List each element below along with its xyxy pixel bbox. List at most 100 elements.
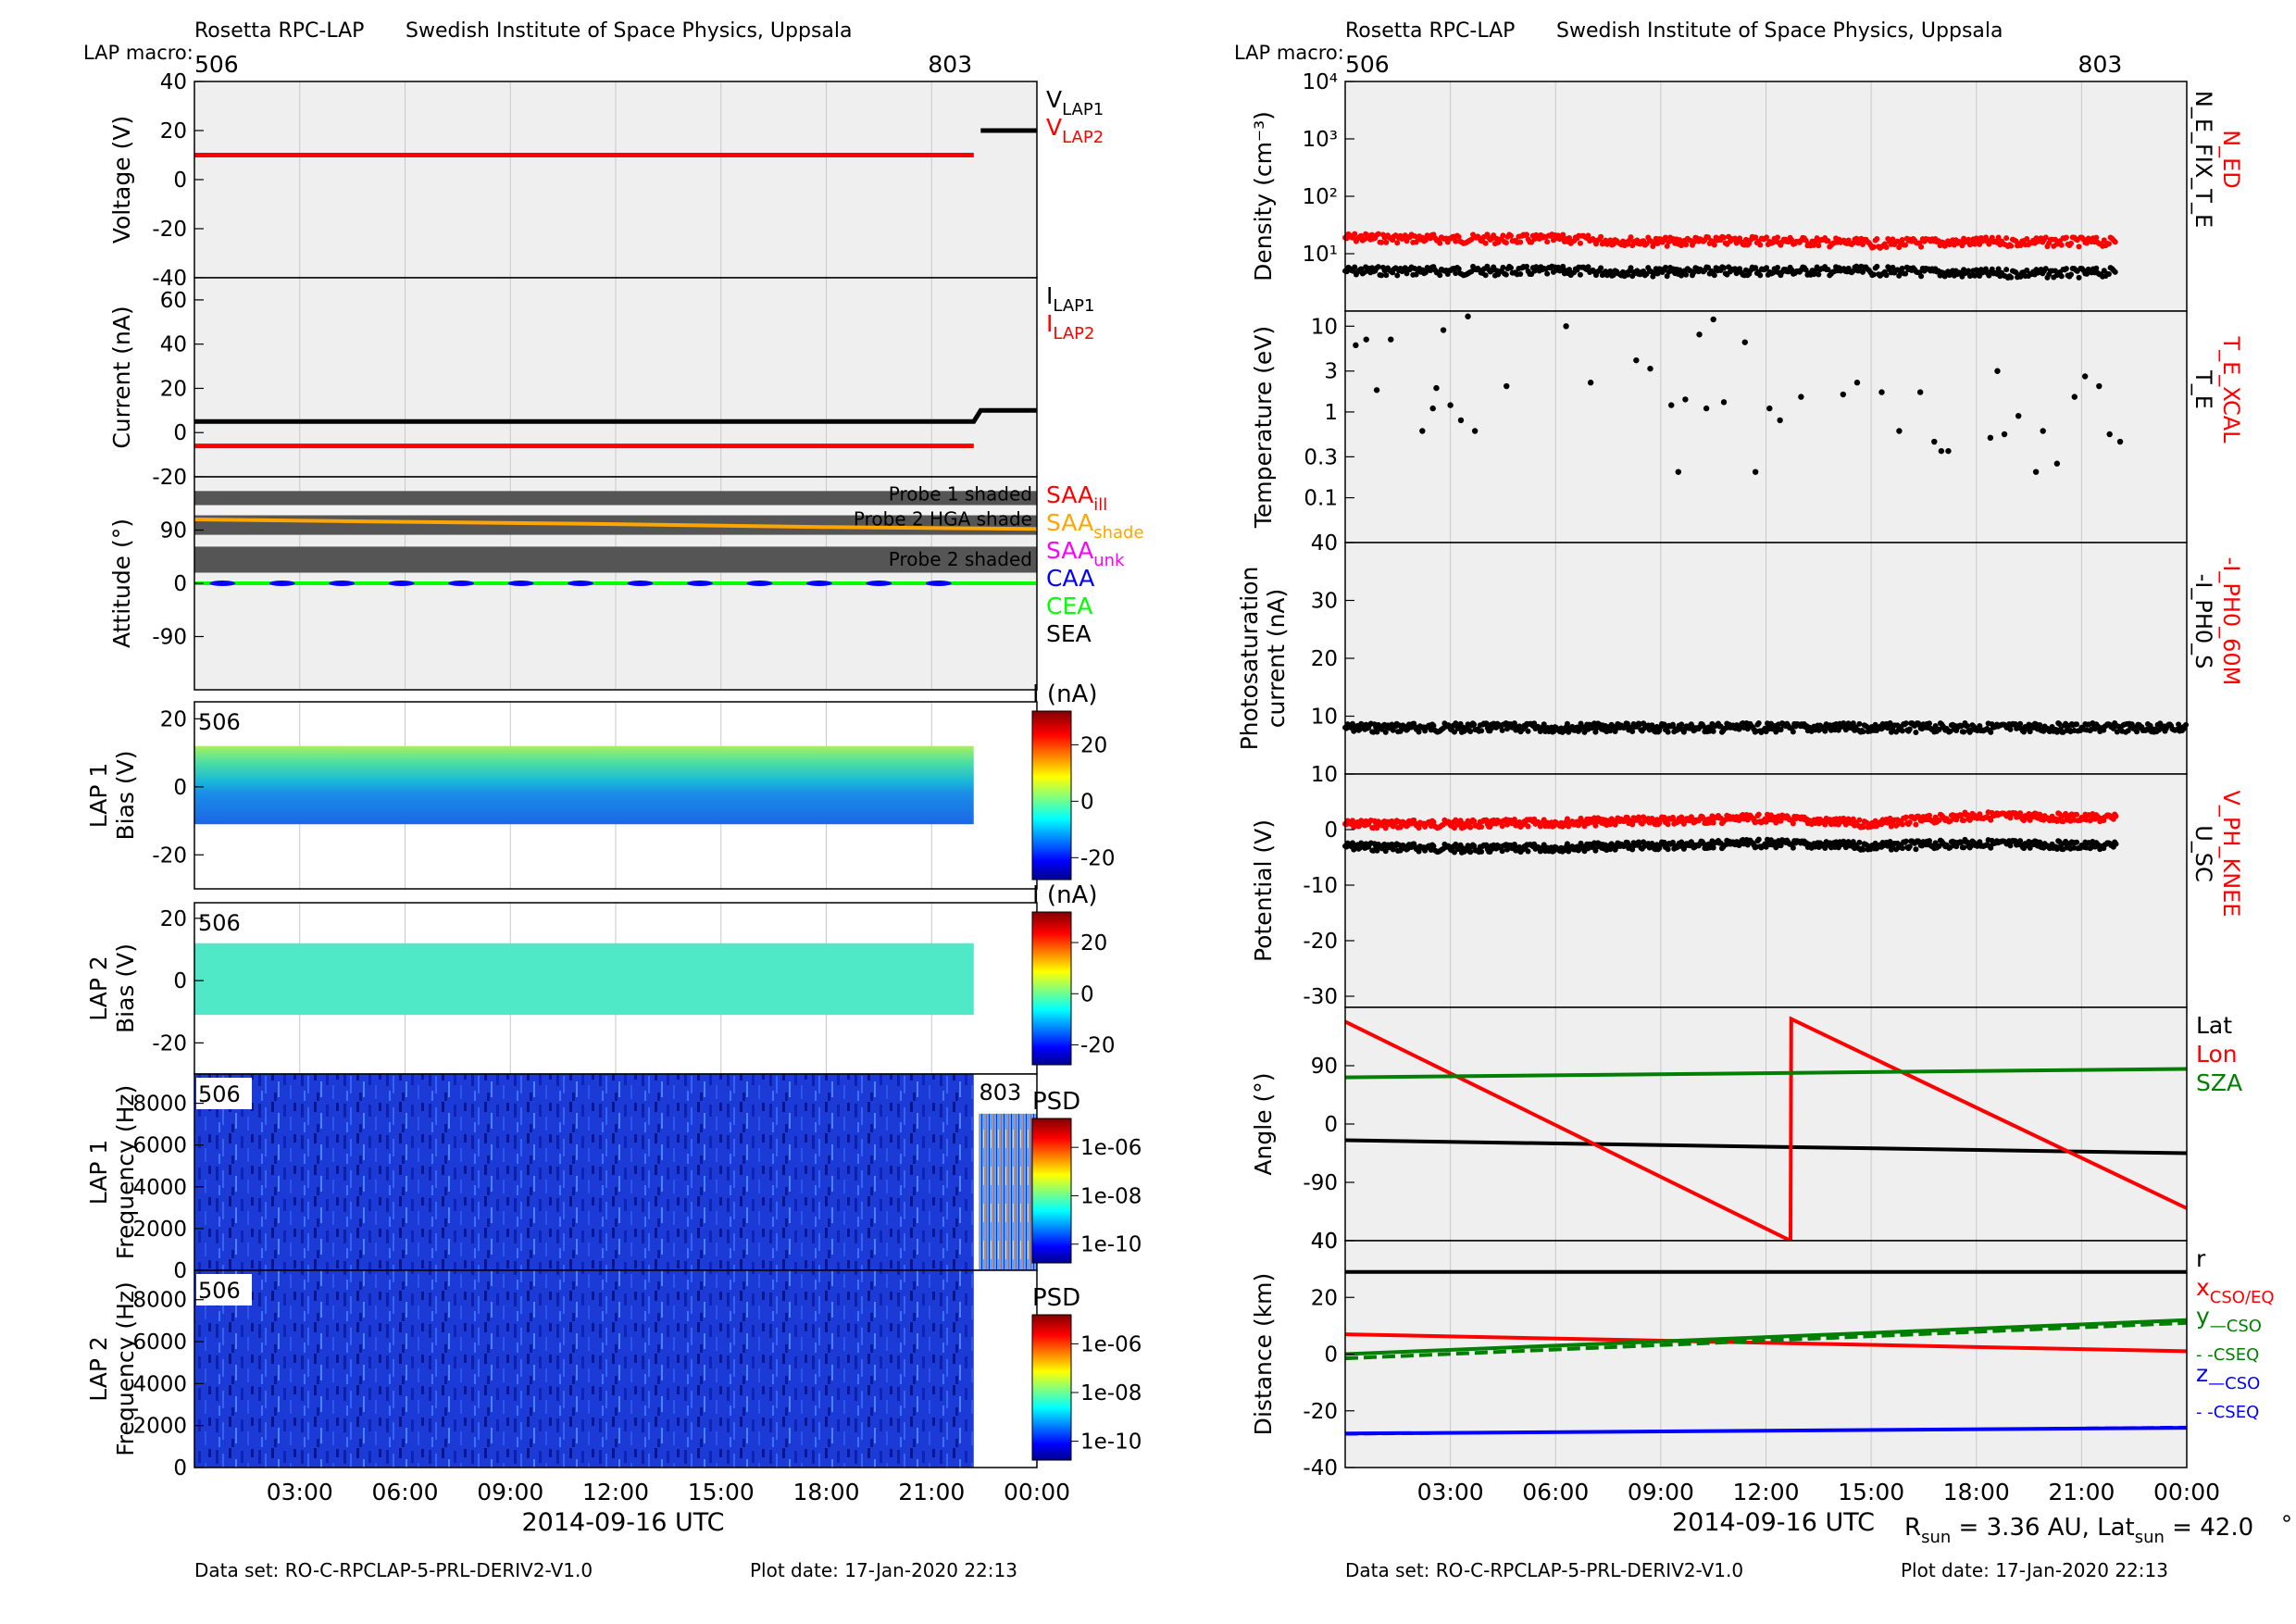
scatter-point	[1503, 240, 1509, 246]
scatter-point	[1363, 336, 1369, 343]
y-tick-label: 40	[1311, 531, 1338, 556]
scatter-point	[1899, 265, 1905, 271]
scatter-point	[1544, 239, 1551, 245]
scatter-point	[2003, 235, 2010, 242]
scatter-point	[1654, 270, 1661, 277]
annotation-probe1-shaded: Probe 1 shaded	[889, 483, 1032, 506]
footer-plotdate: Plot date: 17-Jan-2020 22:13	[750, 1559, 1017, 1581]
scatter-point	[1899, 845, 1905, 852]
y-tick-label: 90	[160, 519, 187, 543]
scatter-point	[1517, 239, 1524, 245]
scatter-point	[1483, 720, 1490, 727]
legend-label-vertical: -I_PH0_60M	[2218, 557, 2244, 686]
scatter-point	[1790, 820, 1796, 827]
scatter-point	[1860, 729, 1866, 735]
y-tick-label: -20	[152, 466, 187, 490]
scatter-point	[1433, 384, 1440, 392]
scatter-point	[1577, 240, 1583, 246]
annotation-probe2-hga: Probe 2 HGA shade	[854, 507, 1032, 530]
scatter-point	[1840, 391, 1847, 398]
scatter-point	[2021, 729, 2028, 735]
scatter-point	[1678, 839, 1685, 845]
attitude-panel-frame	[193, 476, 1038, 691]
scatter-point	[1353, 342, 1359, 349]
scatter-point	[1913, 846, 1919, 853]
x-tick-label: 00:00	[2153, 1479, 2220, 1505]
scatter-point	[1507, 265, 1514, 271]
scatter-point	[1705, 264, 1712, 270]
macro-label-box	[196, 706, 252, 737]
x-tick-label: 00:00	[1004, 1479, 1070, 1505]
scatter-point	[1903, 242, 1909, 248]
scatter-point	[1382, 848, 1389, 855]
scatter-point	[2063, 266, 2069, 272]
y-tick-label: 0	[1324, 818, 1338, 843]
x-tick-label: 12:00	[1732, 1479, 1799, 1505]
y-tick-label: 0	[173, 169, 187, 193]
scatter-point	[2112, 239, 2118, 245]
scatter-point	[1711, 272, 1717, 279]
footer-dataset: Data set: RO-C-RPCLAP-5-PRL-DERIV2-V1.0	[194, 1559, 593, 1581]
scatter-point	[1430, 722, 1437, 729]
y-axis-label: Attitude (°)	[108, 518, 135, 648]
legend-entry: - -CSEQ	[2196, 1345, 2259, 1365]
scatter-point	[1710, 819, 1716, 826]
scatter-point	[1598, 265, 1604, 271]
scatter-point	[1691, 269, 1697, 276]
macro-start-label: 506	[1345, 51, 1390, 78]
y-tick-label: 40	[1311, 1230, 1338, 1254]
series-line	[1344, 1138, 2188, 1156]
scatter-point	[1479, 848, 1485, 855]
scatter-point	[2053, 460, 2061, 467]
scatter-point	[1878, 389, 1885, 395]
scatter-point	[1382, 729, 1389, 735]
scatter-point	[1499, 848, 1505, 855]
caa-wiggle	[448, 581, 475, 586]
y-tick-label: 0	[173, 969, 187, 993]
scatter-point	[1440, 327, 1447, 333]
bias-sweep-image	[194, 745, 974, 825]
light-band	[194, 505, 1037, 516]
scatter-point	[1416, 729, 1422, 735]
macro-start-label: 506	[194, 51, 239, 78]
scatter-point	[1419, 428, 1426, 434]
y-tick-label: 0	[173, 1259, 187, 1283]
macro-label: 506	[198, 910, 241, 936]
y-tick-label: 2000	[132, 1415, 187, 1439]
legend-label-vertical: U_SC	[2190, 825, 2216, 882]
scatter-point	[1995, 266, 2002, 272]
scatter-point	[1753, 265, 1759, 271]
scatter-point	[1668, 402, 1675, 408]
scatter-point	[1965, 236, 1972, 243]
scatter-point	[2053, 729, 2060, 735]
macro-end-label: 803	[928, 51, 972, 78]
scatter-point	[1544, 270, 1551, 277]
scatter-point	[2001, 431, 2008, 438]
legend-entry: VLAP1	[1046, 86, 1104, 119]
scatter-point	[1437, 272, 1443, 279]
x-tick-label: 21:00	[898, 1479, 965, 1505]
scatter-point	[1853, 235, 1860, 242]
scatter-point	[1610, 272, 1616, 279]
scatter-point	[1860, 824, 1866, 831]
scatter-point	[2037, 839, 2043, 845]
scatter-point	[1870, 271, 1877, 278]
scatter-point	[1931, 438, 1938, 445]
scatter-point	[1525, 823, 1531, 830]
caa-wiggle	[268, 581, 295, 586]
scatter-point	[1629, 846, 1636, 853]
legend-label-vertical: V_PH_KNEE	[2218, 791, 2244, 918]
scatter-point	[1903, 270, 1909, 277]
y-axis-label: Bias (V)	[112, 943, 139, 1033]
scatter-point	[1856, 817, 1863, 823]
scatter-point	[2096, 382, 2103, 390]
scatter-point	[2017, 810, 2024, 817]
scatter-point	[1961, 844, 1967, 851]
caa-wiggle	[866, 581, 892, 586]
colorbar-tick-label: 20	[1080, 931, 1107, 956]
scatter-point	[1874, 236, 1880, 243]
scatter-point	[1860, 241, 1866, 247]
y-tick-label: 3	[1324, 360, 1338, 384]
legend-entry: CAA	[1046, 565, 1094, 592]
scatter-point	[1451, 849, 1457, 856]
